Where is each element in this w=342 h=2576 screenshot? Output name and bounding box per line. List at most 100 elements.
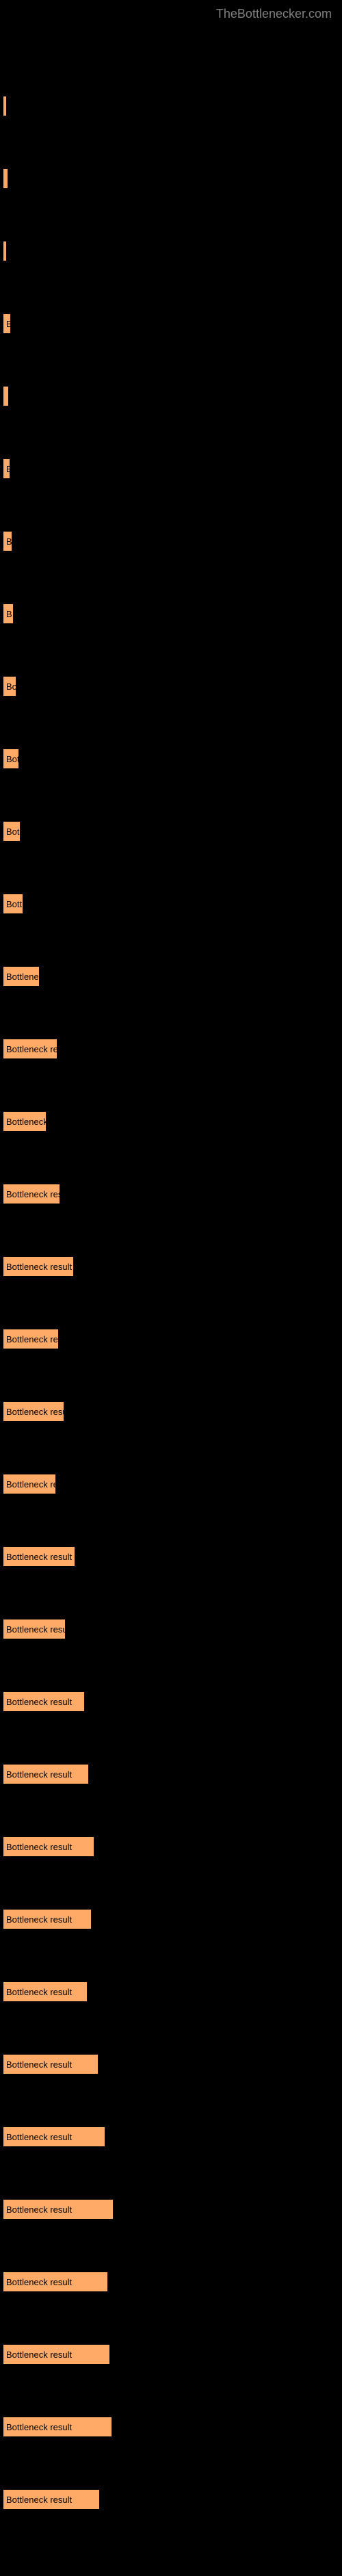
bar-row: B	[3, 459, 339, 478]
bar-label: Bottleneck result	[6, 2495, 72, 2505]
bar: Bottleneck result	[3, 1692, 84, 1711]
bar-row: B	[3, 314, 339, 333]
bar: Bottleneck result	[3, 2055, 98, 2074]
bar: Bottleneck res	[3, 1184, 60, 1204]
site-title: TheBottlenecker.com	[216, 7, 332, 21]
bar: B	[3, 459, 10, 478]
bar	[3, 96, 6, 116]
bar-row: B	[3, 604, 339, 623]
bar-row: Bottleneck result	[3, 2417, 339, 2436]
bar-row: Bottleneck result	[3, 2055, 339, 2074]
bar-label: Bot	[6, 754, 18, 764]
bar: Bottlene	[3, 967, 39, 986]
bar-label: Bottlene	[6, 972, 39, 982]
bar-row: Bottleneck result	[3, 1910, 339, 1929]
bar: Bottleneck result	[3, 1837, 94, 1856]
bar-label: Bottleneck result	[6, 2350, 72, 2360]
bar-row: Bottleneck res	[3, 1184, 339, 1204]
bar: Bottleneck re	[3, 1474, 55, 1494]
bar-label: Bott	[6, 899, 22, 909]
bar-row: Bottleneck result	[3, 2127, 339, 2146]
bar-row: Bottleneck	[3, 1112, 339, 1131]
bar-row: Bottleneck re	[3, 1039, 339, 1058]
bar-row: Bott	[3, 894, 339, 913]
bar-row: Bottleneck result	[3, 1692, 339, 1711]
bar-row: Bottleneck re	[3, 1474, 339, 1494]
bar: Bottleneck re	[3, 1039, 57, 1058]
bar-row	[3, 169, 339, 188]
bar-row: Bottleneck res	[3, 1329, 339, 1349]
bar-label: Bottleneck re	[6, 1479, 55, 1489]
bar: Bottleneck result	[3, 1257, 73, 1276]
bar-row	[3, 387, 339, 406]
bar: Bot	[3, 749, 18, 768]
bar-label: B	[6, 536, 12, 547]
bar: Bottleneck result	[3, 2345, 109, 2364]
bar: B	[3, 314, 10, 333]
bar-label: Bottleneck result	[6, 1697, 72, 1707]
bar-label: Bottleneck result	[6, 1914, 72, 1925]
bar-row: B	[3, 532, 339, 551]
bar: Bottleneck result	[3, 1982, 87, 2001]
bar	[3, 387, 8, 406]
bar: Bottleneck resu	[3, 1619, 65, 1639]
bar-row: Bottleneck result	[3, 1765, 339, 1784]
bar-row: Bottleneck result	[3, 2490, 339, 2509]
bar-label: B	[6, 319, 10, 329]
bar: Bottleneck result	[3, 2200, 113, 2219]
bar-label: B	[6, 609, 12, 619]
bar-label: Bottleneck result	[6, 2422, 72, 2432]
bar-row: Bottleneck result	[3, 1257, 339, 1276]
bar	[3, 242, 6, 261]
bar: Bo	[3, 677, 16, 696]
bar-row	[3, 242, 339, 261]
bar: Bot	[3, 822, 20, 841]
bar: Bottleneck	[3, 1112, 46, 1131]
bar-row: Bottleneck resu	[3, 1402, 339, 1421]
bar-row: Bottleneck resu	[3, 1619, 339, 1639]
chart-container: B B B B Bo Bot Bot Bott Bottlene Bottleneck re Bot…	[0, 28, 342, 2576]
bar: Bottleneck result	[3, 1547, 75, 1566]
header: TheBottlenecker.com	[0, 0, 342, 28]
bar-label: Bottleneck re	[6, 1044, 57, 1054]
bar-label: Bottleneck result	[6, 2132, 72, 2142]
bar-row: Bottlene	[3, 967, 339, 986]
bar-label: Bottleneck result	[6, 1262, 72, 1272]
bar-label: Bottleneck res	[6, 1189, 60, 1199]
bar-row: Bottleneck result	[3, 1547, 339, 1566]
bar-row	[3, 96, 339, 116]
bar: Bott	[3, 894, 23, 913]
bar-label: Bottleneck result	[6, 1552, 72, 1562]
bar: Bottleneck result	[3, 1765, 88, 1784]
bar-label: Bo	[6, 681, 16, 692]
bar-label: Bottleneck	[6, 1117, 46, 1127]
bar: Bottleneck resu	[3, 1402, 64, 1421]
bar: B	[3, 604, 13, 623]
bar-label: Bottleneck result	[6, 1769, 72, 1780]
bar-row: Bottleneck result	[3, 2272, 339, 2291]
bar: Bottleneck result	[3, 2272, 107, 2291]
bar-label: Bottleneck resu	[6, 1624, 65, 1635]
bar: Bottleneck result	[3, 2417, 111, 2436]
bar-label: Bottleneck result	[6, 2059, 72, 2070]
bar: Bottleneck result	[3, 1910, 91, 1929]
bar-label: Bottleneck result	[6, 2277, 72, 2287]
bar-row: Bot	[3, 749, 339, 768]
bar: Bottleneck result	[3, 2127, 105, 2146]
bar-row: Bo	[3, 677, 339, 696]
bar-label: Bottleneck res	[6, 1334, 58, 1344]
bar-row: Bottleneck result	[3, 1982, 339, 2001]
bar-label: B	[6, 464, 10, 474]
bar-row: Bottleneck result	[3, 2345, 339, 2364]
bar-label: Bottleneck result	[6, 2204, 72, 2215]
bar: B	[3, 532, 12, 551]
bar-label: Bottleneck result	[6, 1842, 72, 1852]
bar: Bottleneck result	[3, 2490, 99, 2509]
bar-label: Bottleneck resu	[6, 1407, 64, 1417]
bar-row: Bot	[3, 822, 339, 841]
bar-row: Bottleneck result	[3, 2200, 339, 2219]
bar-label: Bot	[6, 827, 20, 837]
bar-label: Bottleneck result	[6, 1987, 72, 1997]
bar: Bottleneck res	[3, 1329, 58, 1349]
bar-row: Bottleneck result	[3, 1837, 339, 1856]
